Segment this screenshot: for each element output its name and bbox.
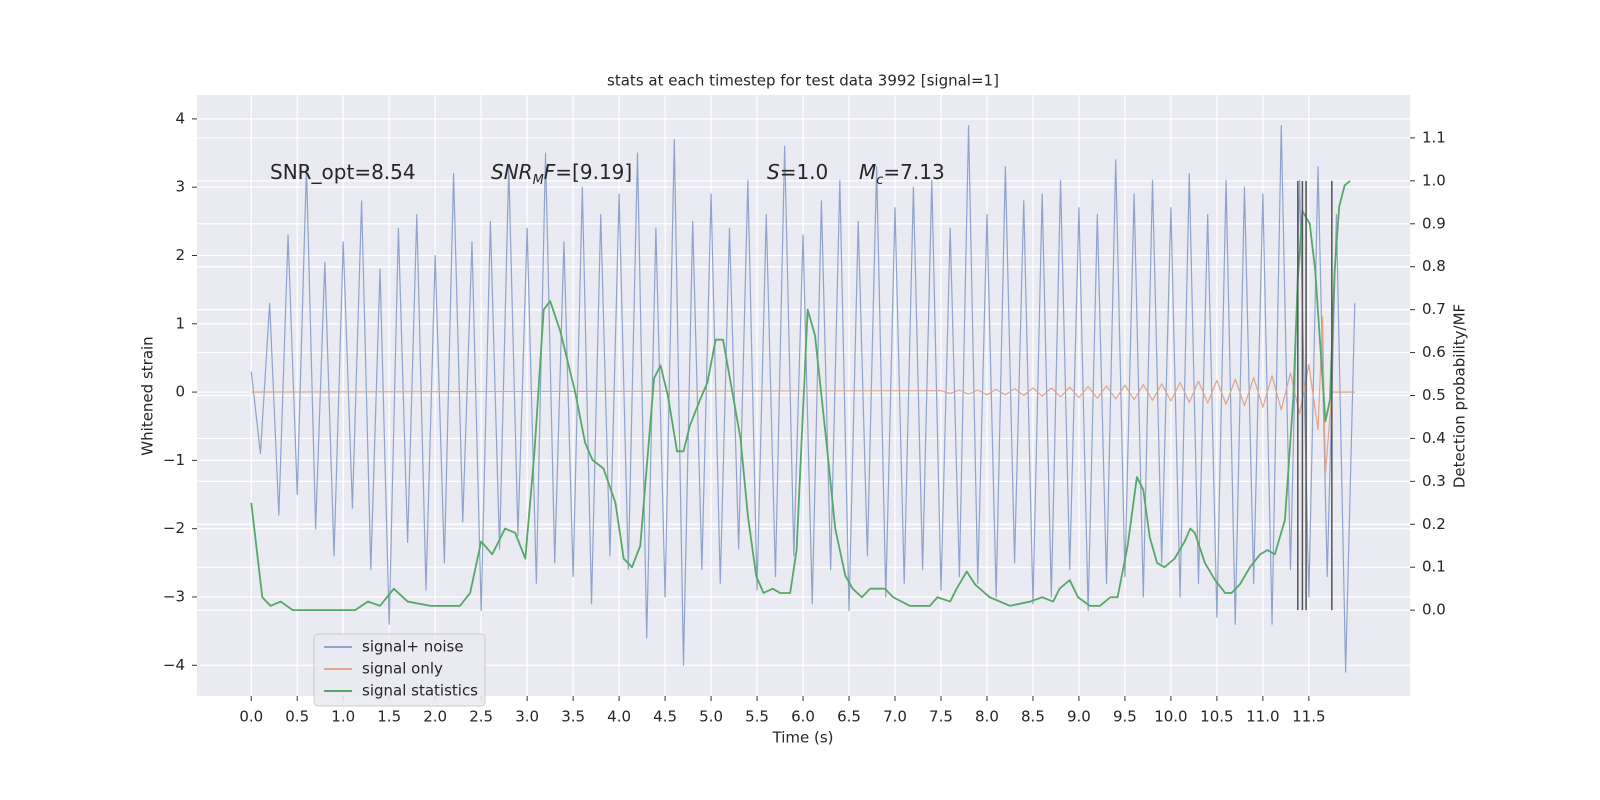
annotation-part: M xyxy=(859,160,876,184)
annotation-part: F xyxy=(544,160,556,184)
y-tick-label: 0 xyxy=(175,383,185,401)
y2-tick-label: 0.8 xyxy=(1422,257,1446,275)
x-tick-label: 10.5 xyxy=(1200,708,1233,726)
legend-label: signal statistics xyxy=(362,682,478,700)
annotation-part: =1.0 xyxy=(780,160,829,184)
x-tick-label: 1.5 xyxy=(377,708,401,726)
x-tick-label: 9.0 xyxy=(1067,708,1091,726)
y-tick-label: 2 xyxy=(175,246,185,264)
x-axis-label: Time (s) xyxy=(772,729,834,747)
y2-tick-label: 0.7 xyxy=(1422,300,1446,318)
y2-tick-label: 0.1 xyxy=(1422,558,1446,576)
x-tick-label: 7.0 xyxy=(883,708,907,726)
series-line xyxy=(250,125,1356,673)
y2-tick-label: 1.1 xyxy=(1422,128,1446,146)
x-tick-label: 9.5 xyxy=(1113,708,1137,726)
x-tick-label: 1.0 xyxy=(331,708,355,726)
annotation-part: =7.13 xyxy=(883,160,944,184)
labels: 0.0 0.5 1.0 1.5 2.0 2.5 3.0 3.5 4.0 4.5 5.0 5.5 6.0 6… xyxy=(163,109,1446,725)
y-tick-label: 3 xyxy=(175,178,185,196)
x-tick-label: 6.5 xyxy=(837,708,861,726)
annotation-part: SNR xyxy=(491,160,533,184)
y-tick-label: −4 xyxy=(163,656,185,674)
y2-tick-label: 0.6 xyxy=(1422,343,1446,361)
x-tick-label: 2.5 xyxy=(469,708,493,726)
y2-tick-label: 0.0 xyxy=(1422,601,1446,619)
x-tick-label: 8.5 xyxy=(1021,708,1045,726)
x-tick-label: 11.0 xyxy=(1246,708,1279,726)
chart-title: stats at each timestep for test data 399… xyxy=(607,72,999,90)
annotation: Mc=7.13 xyxy=(859,160,945,189)
y-tick-label: 4 xyxy=(175,109,185,127)
legend-box xyxy=(313,633,486,707)
annotation: S=1.0 xyxy=(767,160,828,184)
x-tick-label: 4.5 xyxy=(653,708,677,726)
x-tick-label: 4.0 xyxy=(607,708,631,726)
x-tick-label: 0.0 xyxy=(239,708,263,726)
y2-tick-label: 0.5 xyxy=(1422,386,1446,404)
marks xyxy=(250,125,1356,673)
series-line xyxy=(251,316,1355,475)
y-tick-label: −1 xyxy=(163,451,185,469)
x-tick-label: 3.5 xyxy=(561,708,585,726)
x-tick-label: 11.5 xyxy=(1292,708,1325,726)
y2-tick-label: 0.4 xyxy=(1422,429,1446,447)
x-tick-label: 7.5 xyxy=(929,708,953,726)
annotation: SNRMF=[9.19] xyxy=(491,160,632,189)
x-tick-label: 5.5 xyxy=(745,708,769,726)
x-tick-label: 6.0 xyxy=(791,708,815,726)
x-tick-label: 5.0 xyxy=(699,708,723,726)
y2-tick-label: 0.3 xyxy=(1422,472,1446,490)
x-tick-label: 2.0 xyxy=(423,708,447,726)
y2-tick-label: 1.0 xyxy=(1422,171,1446,189)
annotation-part: S xyxy=(767,160,780,184)
annotation-part: SNR_opt=8.54 xyxy=(270,160,416,184)
y-tick-label: −3 xyxy=(163,587,185,605)
legend: signal+ noise signal only signal statistic… xyxy=(313,633,486,707)
series-line xyxy=(250,180,1351,612)
annotation-part: =[9.19] xyxy=(555,160,632,184)
x-tick-label: 10.0 xyxy=(1154,708,1187,726)
x-tick-label: 8.0 xyxy=(975,708,999,726)
annotation-part: c xyxy=(876,173,883,188)
x-tick-label: 3.0 xyxy=(515,708,539,726)
y2-tick-label: 0.9 xyxy=(1422,214,1446,232)
legend-label: signal only xyxy=(362,660,443,678)
y-axis-label: Whitened strain xyxy=(139,336,157,455)
x-tick-label: 0.5 xyxy=(285,708,309,726)
y2-axis-label: Detection probability/MF xyxy=(1451,304,1469,488)
annotation-part: M xyxy=(533,173,544,188)
y-tick-label: 1 xyxy=(175,314,185,332)
y-tick-label: −2 xyxy=(163,519,185,537)
y2-tick-label: 0.2 xyxy=(1422,515,1446,533)
legend-label: signal+ noise xyxy=(362,638,464,656)
annotation: SNR_opt=8.54 xyxy=(270,160,416,184)
